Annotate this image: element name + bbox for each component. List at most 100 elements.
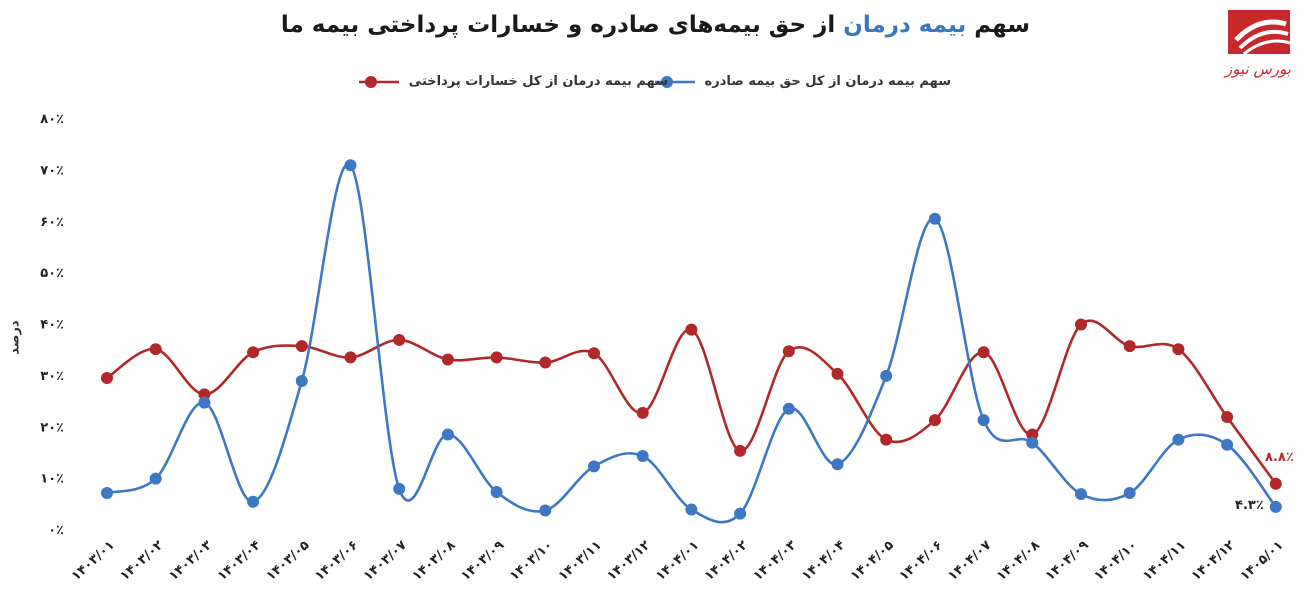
data-point-series-1 (1123, 340, 1136, 353)
data-point-series-1 (247, 346, 260, 359)
x-tick-label: ۱۴۰۳/۰۴ (215, 538, 264, 584)
data-point-series-1 (588, 347, 600, 360)
data-point-series-1 (539, 356, 552, 369)
data-point-series-0 (588, 460, 600, 473)
x-tick-label: ۱۴۰۳/۰۷ (361, 538, 410, 584)
legend-item-0: سهم بیمه درمان از کل حق بیمه صادره (653, 74, 951, 89)
data-point-series-0 (1123, 487, 1136, 500)
legend-label: سهم بیمه درمان از کل خسارات پرداختی (408, 74, 668, 89)
x-tick-label: ۱۴۰۴/۰۷ (945, 538, 994, 584)
data-point-series-0 (539, 504, 552, 517)
legend: سهم بیمه درمان از کل حق بیمه صادره سهم بی… (0, 74, 1311, 102)
x-tick-label: ۱۴۰۴/۱۰ (1091, 538, 1140, 584)
data-point-series-1 (1172, 343, 1185, 356)
x-tick-label: ۱۴۰۳/۰۳ (166, 538, 215, 584)
y-tick-label: ۱۰٪ (40, 472, 64, 487)
data-point-series-0 (1221, 438, 1234, 451)
legend-swatch-icon (358, 75, 399, 88)
x-tick-label: ۱۴۰۳/۰۸ (410, 538, 459, 584)
data-point-series-0 (490, 486, 503, 499)
x-tick-label: ۱۴۰۳/۰۲ (117, 538, 166, 584)
x-tick-label: ۱۴۰۴/۱۲ (1189, 538, 1238, 584)
data-point-series-1 (1075, 318, 1087, 331)
logo-text: بورس نیوز (1225, 60, 1291, 78)
data-point-series-1 (831, 367, 844, 380)
data-point-series-0 (1269, 500, 1282, 513)
data-point-series-0 (198, 396, 211, 409)
x-tick-label: ۱۴۰۵/۰۱ (1238, 538, 1287, 584)
data-label-series-1: ۸.۸٪ (1265, 450, 1294, 465)
x-tick-label: ۱۴۰۳/۰۹ (458, 538, 507, 584)
data-point-series-1 (149, 343, 162, 356)
data-point-series-0 (1026, 436, 1039, 449)
y-tick-label: ۶۰٪ (40, 215, 64, 230)
data-point-series-0 (149, 472, 162, 485)
data-point-series-0 (441, 428, 454, 441)
data-point-series-1 (1026, 428, 1039, 441)
legend-label: سهم بیمه درمان از کل حق بیمه صادره (704, 74, 951, 89)
data-point-series-1 (1221, 411, 1234, 424)
data-point-series-1 (490, 351, 503, 364)
y-tick-label: ۷۰٪ (40, 163, 64, 178)
data-point-series-0 (1172, 433, 1185, 446)
data-point-series-0 (101, 487, 113, 500)
x-tick-label: ۱۴۰۴/۱۱ (1140, 538, 1189, 584)
legend-item-1: سهم بیمه درمان از کل خسارات پرداختی (357, 74, 668, 89)
data-point-series-1 (880, 433, 893, 446)
data-point-series-1 (734, 444, 747, 457)
data-point-series-1 (928, 414, 941, 427)
data-point-series-1 (101, 371, 113, 384)
data-point-series-1 (344, 351, 357, 364)
y-tick-label: ۵۰٪ (40, 266, 64, 281)
title-prefix: سهم (966, 12, 1031, 38)
data-point-series-0 (344, 159, 357, 172)
data-point-series-0 (295, 375, 308, 388)
x-tick-label: ۱۴۰۴/۰۴ (799, 538, 848, 584)
y-tick-label: ۲۰٪ (40, 420, 64, 435)
data-point-series-0 (247, 495, 260, 508)
data-point-series-0 (393, 482, 406, 495)
data-point-series-1 (1269, 477, 1282, 490)
data-point-series-0 (880, 369, 893, 382)
data-point-series-1 (393, 333, 406, 346)
x-tick-label: ۱۴۰۴/۰۲ (702, 538, 751, 584)
data-point-series-1 (198, 388, 211, 401)
x-tick-label: ۱۴۰۴/۰۵ (848, 538, 897, 584)
data-point-series-0 (977, 414, 990, 427)
series-line-0 (106, 162, 1277, 524)
x-tick-label: ۱۴۰۴/۰۶ (897, 538, 946, 584)
data-point-series-1 (441, 353, 454, 366)
data-point-series-0 (928, 212, 941, 225)
data-point-series-0 (831, 458, 844, 471)
x-tick-label: ۱۴۰۳/۱۲ (604, 538, 653, 584)
data-label-series-0: ۴.۳٪ (1235, 498, 1264, 513)
title-suffix: از حق بیمه‌های صادره و خسارات پرداختی بی… (280, 12, 844, 38)
x-tick-label: ۱۴۰۳/۰۵ (264, 538, 313, 584)
data-point-series-1 (685, 323, 698, 336)
y-tick-label: ۸۰٪ (40, 112, 64, 127)
x-tick-label: ۱۴۰۳/۰۱ (69, 538, 118, 584)
data-point-series-1 (295, 340, 308, 353)
title-highlight: بیمه درمان (843, 12, 967, 38)
data-point-series-0 (1075, 488, 1087, 501)
data-point-series-0 (734, 507, 747, 520)
legend-swatch-icon (654, 75, 695, 88)
x-tick-label: ۱۴۰۴/۰۸ (994, 538, 1043, 584)
data-point-series-1 (977, 346, 990, 359)
data-point-series-0 (685, 503, 698, 516)
x-tick-label: ۱۴۰۳/۰۶ (312, 538, 361, 584)
x-tick-label: ۱۴۰۴/۰۹ (1043, 538, 1092, 584)
chart-title: سهم بیمه درمان از حق بیمه‌های صادره و خس… (0, 12, 1311, 38)
data-point-series-0 (782, 402, 795, 415)
data-point-series-1 (636, 406, 649, 419)
data-point-series-1 (782, 345, 795, 358)
x-tick-label: ۱۴۰۳/۱۰ (507, 538, 556, 584)
series-line-1 (106, 319, 1277, 485)
y-tick-label: ۳۰٪ (40, 369, 64, 384)
bourse-news-logo-icon (1228, 10, 1291, 56)
x-tick-label: ۱۴۰۴/۰۳ (751, 538, 800, 584)
x-tick-label: ۱۴۰۳/۱۱ (556, 538, 605, 584)
y-tick-label: ۰٪ (48, 523, 64, 538)
x-tick-label: ۱۴۰۴/۰۱ (653, 538, 702, 584)
